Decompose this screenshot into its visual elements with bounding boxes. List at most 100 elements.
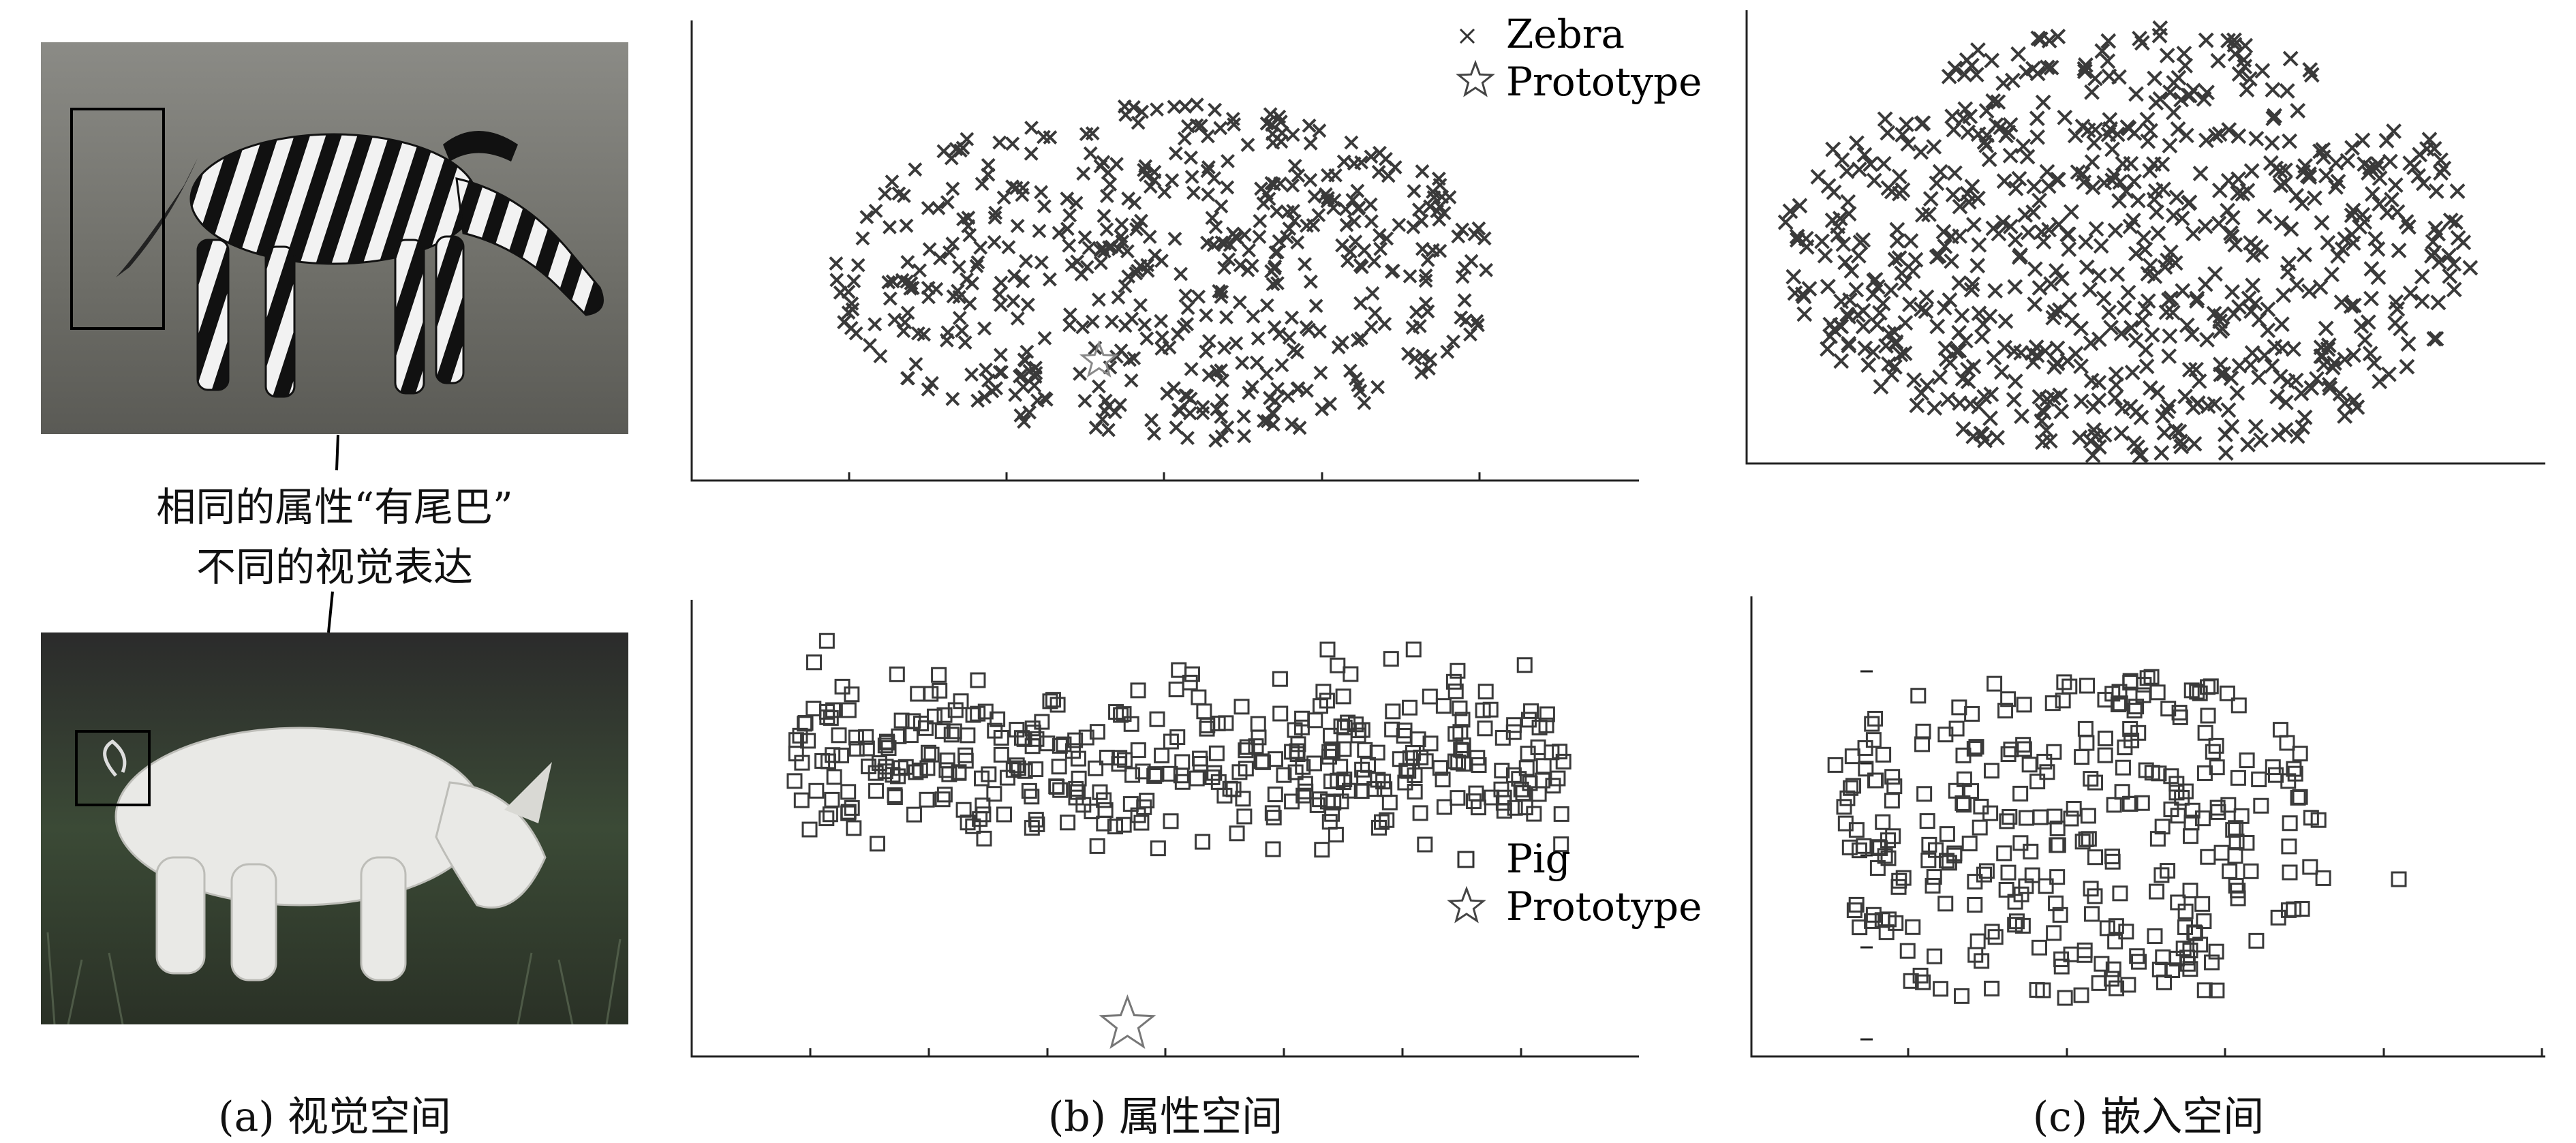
zebra-point xyxy=(952,311,967,325)
zebra-point xyxy=(1353,384,1368,398)
embedding-pig-point xyxy=(1846,902,1862,919)
embedding-pig-point xyxy=(2079,735,2095,751)
pig-point xyxy=(965,818,981,834)
zebra-point xyxy=(1442,189,1457,204)
pig-point xyxy=(1447,683,1464,699)
embedding-zebra-point xyxy=(1835,236,1852,252)
embedding-pig-point xyxy=(2251,771,2267,787)
embedding-pig-point xyxy=(2230,769,2246,786)
caption-b: (b) 属性空间 xyxy=(1047,1093,1283,1141)
pig-point xyxy=(1267,787,1283,803)
zebra-point xyxy=(1062,238,1077,253)
pig-point xyxy=(1412,805,1428,821)
embedding-zebra-point xyxy=(2462,260,2479,276)
embedding-pig-point xyxy=(2294,900,2310,917)
zebra-point xyxy=(1017,352,1032,367)
zebra-point xyxy=(1060,222,1075,237)
embedding-zebra-point xyxy=(2264,135,2280,151)
embedding-pig-point xyxy=(2208,943,2224,960)
embedding-zebra-point xyxy=(2303,380,2320,396)
pig-point xyxy=(831,727,847,744)
zebra-point xyxy=(1005,136,1020,151)
embedding-zebra-point xyxy=(2343,298,2359,314)
embedding-zebra-point xyxy=(2324,266,2340,283)
zebra-point xyxy=(1471,221,1486,236)
embedding-pig-point xyxy=(1827,757,1843,773)
embedding-zebra-point xyxy=(1937,340,1954,356)
embedding-zebra-point xyxy=(2094,43,2111,59)
embedding-pig-point xyxy=(2220,797,2237,813)
embedding-zebra-point xyxy=(2077,63,2093,80)
zebra-point xyxy=(1282,331,1297,345)
pig-point xyxy=(976,830,992,847)
attr-pig-ticks xyxy=(809,1048,1522,1056)
embedding-zebra-point xyxy=(2410,168,2427,184)
embedding-pig-point xyxy=(2083,906,2100,922)
embedding-zebra-point xyxy=(2212,356,2228,373)
pig-point xyxy=(951,764,967,780)
zebra-point xyxy=(1154,330,1169,345)
embedding-pig-point xyxy=(2122,721,2138,737)
embedding-zebra-point xyxy=(2087,121,2104,138)
zebra-point xyxy=(965,276,979,291)
zebra-point xyxy=(1246,309,1261,324)
legend-zebra-prototype-label: Prototype xyxy=(1506,59,1702,105)
embedding-zebra-point xyxy=(2330,173,2346,189)
embedding-zebra-point xyxy=(2265,82,2281,98)
pig-point xyxy=(1253,753,1270,769)
embedding-zebra-point xyxy=(2189,290,2205,307)
zebra-point xyxy=(1300,218,1314,233)
zebra-point xyxy=(1426,190,1441,204)
embedding-zebra-point xyxy=(2151,27,2168,44)
embedding-zebra-point xyxy=(1867,271,1884,288)
pig-point xyxy=(1108,704,1124,720)
legend-zebra-label: Zebra xyxy=(1506,11,1625,57)
pig-point xyxy=(1135,763,1151,780)
zebra-point xyxy=(1133,298,1148,313)
embedding-zebra-point xyxy=(2344,140,2360,156)
embedding-zebra-point xyxy=(2137,301,2153,317)
embedding-zebra-point xyxy=(1833,353,1850,369)
embedding-zebra-point xyxy=(2054,271,2070,286)
embedding-zebra-point xyxy=(1976,134,1993,150)
embedding-pig-point xyxy=(1844,748,1860,765)
embedding-zebra-point xyxy=(1834,152,1850,168)
embedding-zebra-point xyxy=(2295,419,2310,435)
embedding-zebra-point xyxy=(2327,355,2342,371)
attr-zebra-axes xyxy=(690,20,1639,482)
zebra-point xyxy=(951,284,965,299)
embedding-zebra-point xyxy=(2301,284,2317,299)
zebra-point xyxy=(1147,164,1162,179)
embedding-zebra-point xyxy=(2115,155,2131,172)
zebra-point xyxy=(908,356,923,371)
embedding-pig-point xyxy=(2139,670,2156,686)
zebra-point xyxy=(1214,199,1229,214)
embedding-zebra-point xyxy=(1897,275,1913,291)
embedding-pig-point xyxy=(2104,853,2121,870)
embedding-pig-point xyxy=(2144,765,2160,781)
pig-point xyxy=(1452,700,1468,716)
zebra-point xyxy=(1240,138,1255,152)
embedding-pig-point xyxy=(2052,906,2068,923)
zebra-point xyxy=(1177,131,1192,146)
zebra-point xyxy=(905,281,920,295)
embedding-pig-point xyxy=(1933,981,1949,997)
zebra-point xyxy=(1353,296,1368,311)
embedding-pig-point xyxy=(2044,695,2061,712)
pig-point xyxy=(1319,692,1335,709)
embedding-zebra-point xyxy=(2185,226,2201,242)
pig-prototype-star xyxy=(1099,994,1156,1049)
embedding-zebra-point xyxy=(2010,46,2027,62)
embedding-pig-point xyxy=(2111,684,2128,700)
embedding-zebra-point xyxy=(1927,400,1943,416)
embedding-zebra-point xyxy=(2224,284,2241,300)
embedding-pig-point xyxy=(1964,705,1980,722)
embedding-pig-point xyxy=(2012,835,2029,851)
zebra-point xyxy=(996,190,1011,205)
zebra-point xyxy=(1367,254,1381,269)
zebra-point xyxy=(1354,260,1369,275)
pig-point xyxy=(1049,697,1066,713)
embedding-zebra-point xyxy=(2269,388,2286,405)
pig-point xyxy=(1307,712,1323,729)
embedding-zebra-point xyxy=(2330,248,2346,264)
